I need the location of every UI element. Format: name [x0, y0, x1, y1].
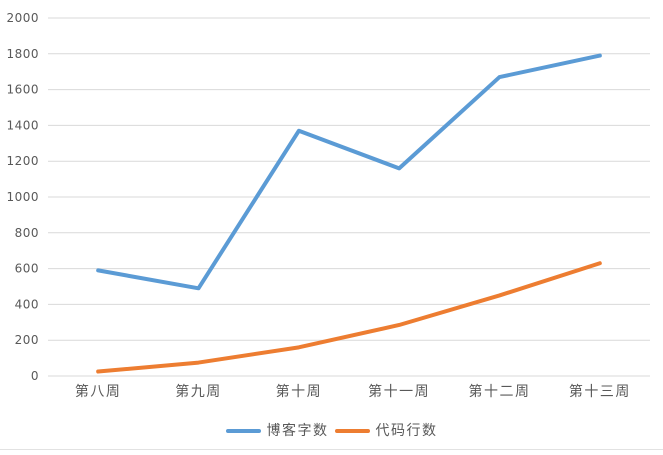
y-tick-label: 1600 [6, 83, 39, 97]
y-tick-label: 2000 [6, 11, 39, 25]
gridlines [48, 17, 650, 377]
x-category-label: 第十三周 [569, 383, 631, 400]
y-tick-label: 400 [15, 297, 39, 311]
legend-line-swatch-icon [225, 429, 261, 433]
legend-label: 博客字数 [266, 423, 329, 439]
y-tick-label: 1800 [6, 47, 39, 61]
plot-area: 0 200 400 600 800 1000 1200 1400 1600 1800 2000 第八… [6, 11, 650, 400]
series-line-1 [96, 261, 602, 374]
y-tick-label: 1000 [6, 190, 39, 204]
series-lines [96, 53, 602, 374]
x-category-label: 第八周 [75, 383, 122, 400]
legend-line-swatch-icon [334, 429, 370, 433]
legend-label: 代码行数 [375, 423, 438, 439]
y-tick-label: 800 [15, 226, 39, 240]
y-tick-label: 0 [31, 369, 39, 383]
x-category-label: 第十二周 [469, 383, 531, 400]
y-axis-tick-labels: 0 200 400 600 800 1000 1200 1400 1600 1800 2000 [6, 11, 39, 383]
legend-item-blog-word-count[interactable]: 博客字数 [225, 423, 329, 439]
y-tick-label: 200 [15, 333, 39, 347]
bottom-divider [0, 449, 663, 450]
y-tick-label: 1200 [6, 154, 39, 168]
x-category-label: 第十一周 [368, 383, 430, 400]
y-tick-label: 1400 [6, 118, 39, 132]
x-axis-category-labels: 第八周 第九周 第十周 第十一周 第十二周 第十三周 [75, 383, 631, 400]
y-tick-label: 600 [15, 262, 39, 276]
series-line-0 [96, 53, 602, 291]
legend-item-code-line-count[interactable]: 代码行数 [334, 423, 438, 439]
chart-legend: 博客字数 代码行数 [0, 424, 663, 438]
x-category-label: 第九周 [175, 383, 222, 400]
x-category-label: 第十周 [276, 383, 323, 400]
